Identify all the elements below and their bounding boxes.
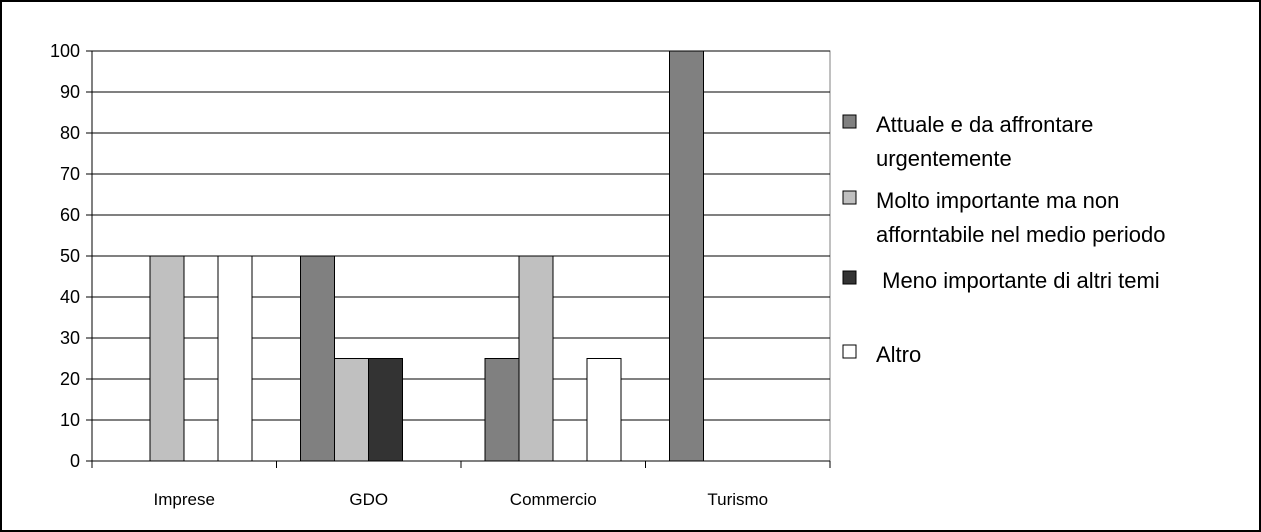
bar bbox=[149, 255, 185, 462]
bar bbox=[217, 255, 253, 462]
y-tick-label: 30 bbox=[60, 328, 80, 348]
y-tick-label: 10 bbox=[60, 410, 80, 430]
legend-swatch bbox=[842, 344, 857, 359]
bar bbox=[368, 358, 403, 462]
legend-label: Altro bbox=[876, 342, 921, 367]
y-tick-label: 20 bbox=[60, 369, 80, 389]
bar bbox=[586, 358, 622, 462]
y-tick-label: 80 bbox=[60, 123, 80, 143]
y-tick-label: 0 bbox=[70, 451, 80, 471]
y-tick-label: 60 bbox=[60, 205, 80, 225]
y-tick-label: 70 bbox=[60, 164, 80, 184]
x-tick-label: Turismo bbox=[707, 490, 768, 509]
legend-swatch bbox=[842, 190, 857, 205]
legend-label: urgentemente bbox=[876, 146, 1012, 171]
bar bbox=[300, 255, 335, 462]
y-tick-label: 90 bbox=[60, 82, 80, 102]
bar bbox=[518, 255, 554, 462]
legend-label: Meno importante di altri temi bbox=[876, 268, 1160, 293]
x-tick-label: Commercio bbox=[510, 490, 597, 509]
bar bbox=[334, 358, 369, 462]
x-tick-label: GDO bbox=[349, 490, 388, 509]
bar bbox=[484, 358, 520, 462]
bar bbox=[669, 50, 704, 462]
legend-label: Attuale e da affrontare bbox=[876, 112, 1093, 137]
legend-label: afforntabile nel medio periodo bbox=[876, 222, 1165, 247]
legend-swatch bbox=[842, 114, 857, 129]
y-tick-label: 50 bbox=[60, 246, 80, 266]
legend-label: Molto importante ma non bbox=[876, 188, 1119, 213]
legend-swatch bbox=[842, 270, 857, 285]
x-tick-label: Imprese bbox=[154, 490, 215, 509]
y-tick-label: 100 bbox=[50, 41, 80, 61]
y-tick-label: 40 bbox=[60, 287, 80, 307]
